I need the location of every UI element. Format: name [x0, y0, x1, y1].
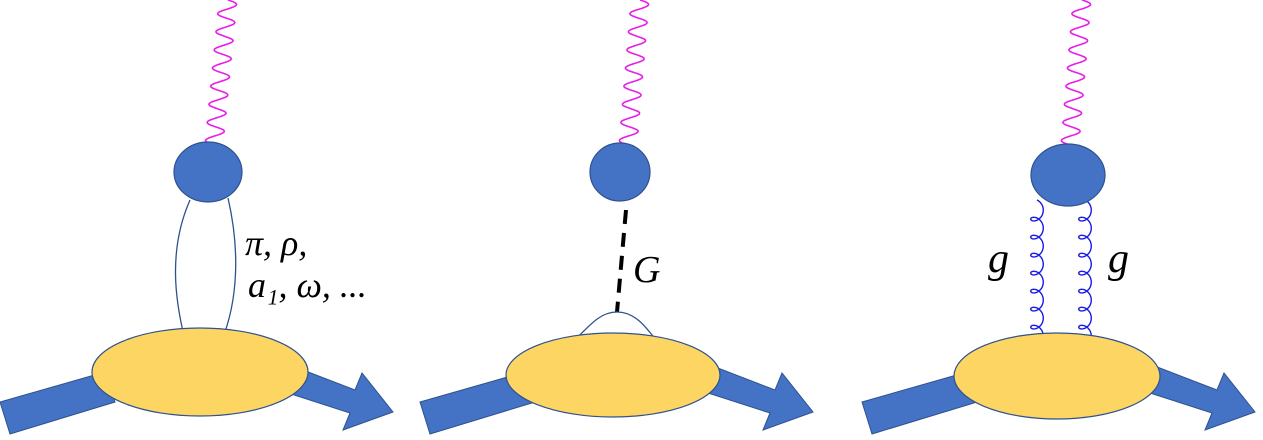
- photon-blob: [589, 142, 651, 202]
- photon: [1060, 0, 1092, 146]
- outgoing-arrow: [284, 364, 394, 431]
- photon: [204, 0, 238, 146]
- meson-line: [221, 197, 237, 341]
- proton: [953, 332, 1161, 420]
- proton: [91, 327, 309, 417]
- glueball-line: [615, 209, 628, 313]
- glueball-label: G: [633, 249, 660, 291]
- gluon-label-left: g: [988, 236, 1009, 282]
- meson-line: [174, 199, 191, 341]
- photon-blob: [1030, 143, 1106, 207]
- outgoing-arrow: [704, 364, 814, 431]
- meson-label-1: π, ρ,: [245, 223, 307, 263]
- proton: [505, 332, 721, 418]
- photon-blob: [173, 141, 243, 203]
- gluon: [1077, 199, 1093, 348]
- outgoing-arrow: [1146, 364, 1256, 431]
- meson-label-2: a₁, ω, ...: [248, 265, 367, 305]
- photon: [618, 0, 650, 146]
- gluon-label-right: g: [1108, 236, 1129, 282]
- gluon: [1029, 199, 1045, 348]
- vertex-arc: [571, 311, 659, 344]
- incoming-arrow: [0, 371, 116, 435]
